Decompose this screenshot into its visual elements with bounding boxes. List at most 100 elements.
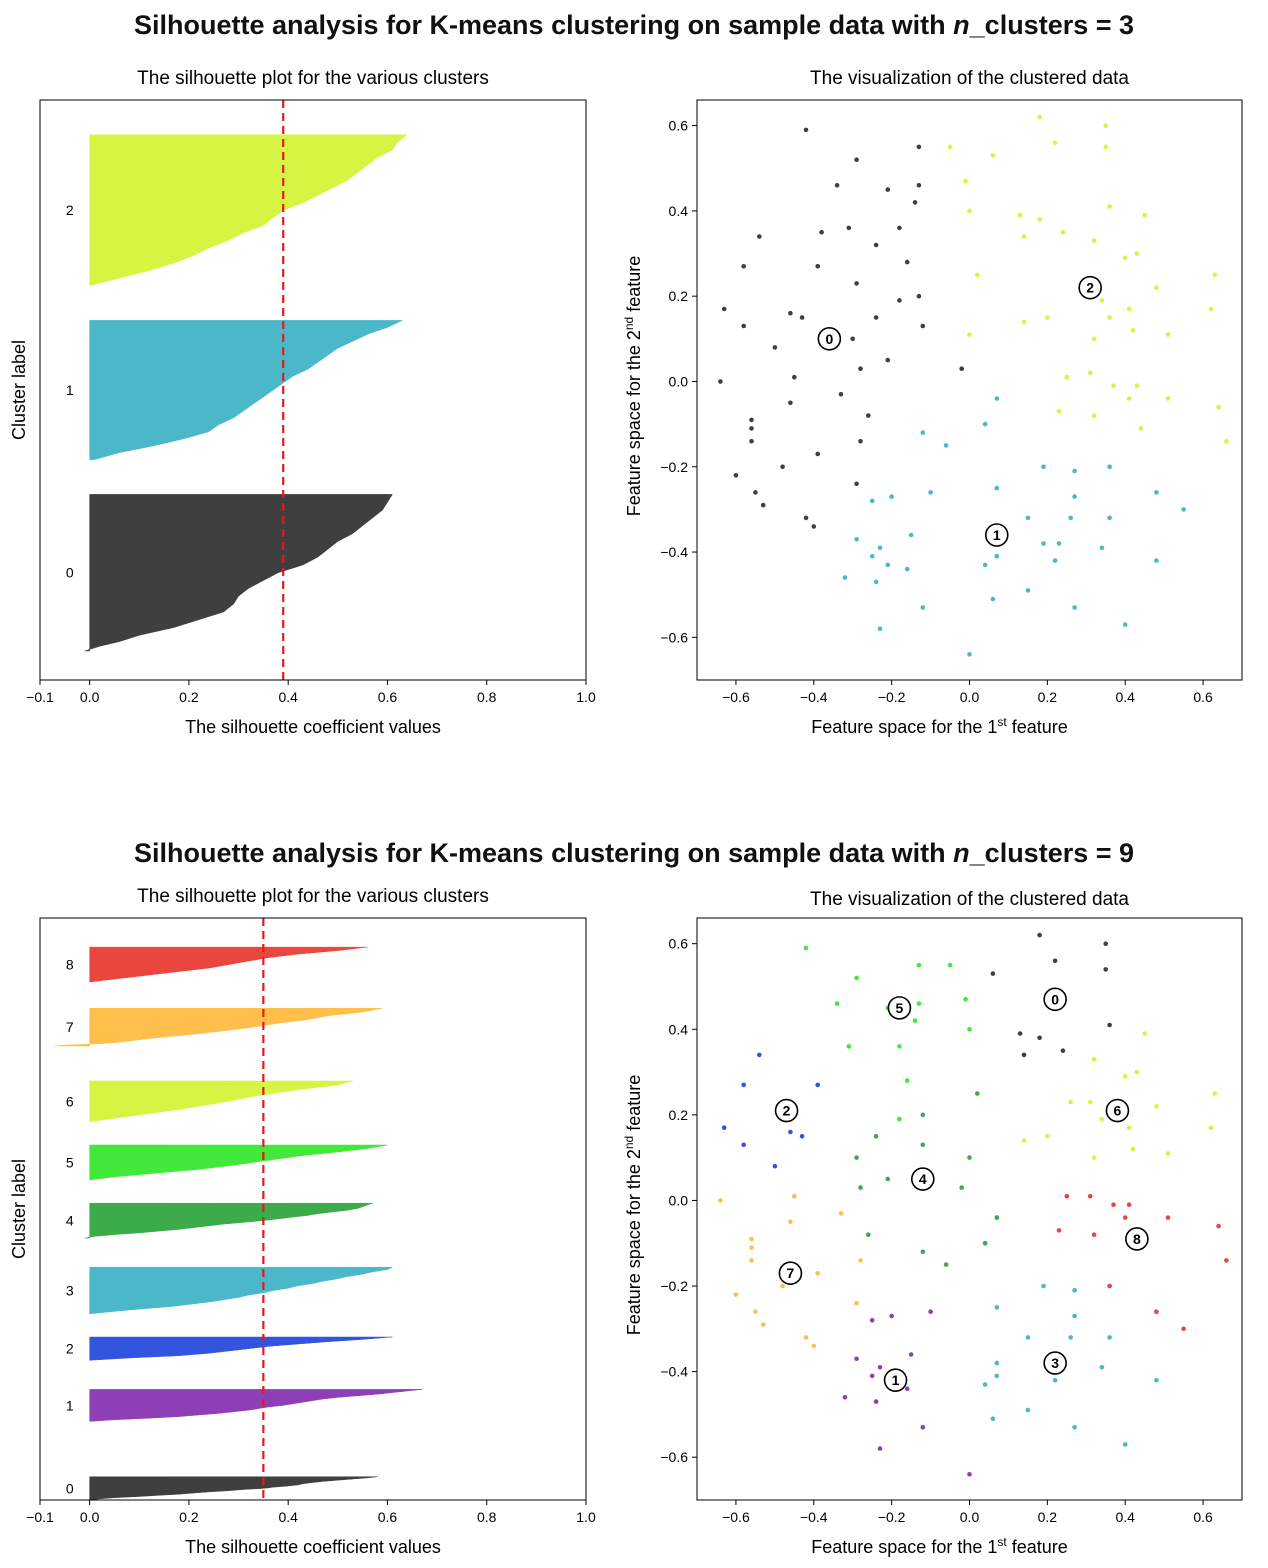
data-point-cluster-5	[967, 1027, 972, 1032]
data-point-cluster-1	[889, 1313, 894, 1319]
x-tick-label: 0.6	[378, 689, 398, 705]
data-point-cluster-4	[866, 1232, 871, 1237]
data-point-cluster-8	[1165, 1215, 1171, 1220]
figure-title-top: Silhouette analysis for K-means clusteri…	[0, 10, 1268, 41]
data-point-cluster-1	[877, 1365, 883, 1370]
data-point-cluster-6	[1142, 1031, 1147, 1036]
data-point-cluster-0	[1107, 1022, 1112, 1028]
data-point-cluster-1	[1099, 545, 1105, 551]
x-tick-label: −0.4	[800, 689, 828, 705]
data-point-cluster-0	[760, 502, 766, 508]
data-point-cluster-8	[1091, 1232, 1097, 1237]
data-point-cluster-1	[1052, 558, 1058, 563]
x-axis-label-tail: feature	[1007, 1537, 1068, 1557]
x-tick-label: −0.1	[26, 689, 54, 705]
data-point-cluster-5	[916, 962, 922, 968]
data-point-cluster-0	[897, 225, 902, 231]
cluster-center-marker	[887, 996, 912, 1020]
data-point-cluster-6	[1045, 1134, 1050, 1139]
data-point-cluster-0	[1052, 958, 1058, 964]
data-point-cluster-0	[733, 473, 739, 478]
data-point-cluster-2	[772, 1163, 778, 1169]
data-point-cluster-2	[967, 208, 972, 214]
data-point-cluster-1	[1025, 588, 1031, 593]
data-point-cluster-8	[1111, 1202, 1116, 1207]
y-axis-label-superscript: nd	[622, 1136, 636, 1149]
data-point-cluster-2	[1208, 306, 1214, 312]
data-point-cluster-3	[1072, 1313, 1077, 1319]
data-point-cluster-2	[1165, 332, 1171, 337]
data-point-cluster-0	[897, 298, 902, 303]
cluster-center-label: 3	[1051, 1355, 1059, 1371]
data-point-cluster-8	[1087, 1193, 1093, 1199]
y-axis-label: Cluster label	[9, 340, 29, 440]
data-point-cluster-3	[1052, 1377, 1058, 1383]
data-point-cluster-3	[1025, 1335, 1031, 1340]
data-point-cluster-1	[842, 1395, 848, 1400]
data-point-cluster-0	[803, 127, 809, 133]
data-point-cluster-1	[1025, 515, 1031, 521]
silhouette-fill-cluster-5	[89, 1144, 388, 1181]
cluster-label: 6	[66, 1093, 74, 1109]
x-tick-label: 1.0	[576, 689, 596, 705]
data-point-cluster-2	[1142, 212, 1147, 218]
data-point-cluster-0	[749, 417, 754, 423]
figure-title-prefix: Silhouette analysis for K-means clusteri…	[133, 838, 954, 868]
data-point-cluster-1	[1181, 507, 1186, 512]
data-point-cluster-5	[834, 1001, 840, 1006]
x-axis-label: Feature space for the 1st feature	[811, 715, 1068, 737]
data-point-cluster-4	[858, 1185, 863, 1190]
data-point-cluster-7	[718, 1198, 723, 1203]
plot-frame	[696, 99, 1243, 681]
x-tick-label: 0.2	[1038, 689, 1058, 705]
data-point-cluster-0	[885, 187, 891, 192]
cluster-label: 7	[66, 1019, 74, 1035]
data-point-cluster-3	[1099, 1365, 1105, 1370]
data-point-cluster-0	[749, 426, 754, 431]
data-point-cluster-7	[838, 1211, 844, 1216]
data-point-cluster-2	[1045, 315, 1050, 320]
figure-title-prefix: Silhouette analysis for K-means clusteri…	[133, 10, 954, 40]
data-point-cluster-5	[947, 962, 953, 968]
data-point-cluster-0	[799, 315, 805, 320]
data-point-cluster-0	[788, 310, 793, 316]
data-point-cluster-0	[780, 464, 785, 470]
data-point-cluster-3	[990, 1416, 996, 1421]
data-point-cluster-0	[854, 481, 859, 487]
x-tick-label: −0.1	[26, 1509, 54, 1525]
data-point-cluster-1	[869, 554, 875, 559]
data-point-cluster-4	[975, 1091, 980, 1096]
figure-title-suffix: _clusters = 9	[969, 838, 1135, 868]
cluster-label: 2	[66, 1341, 74, 1357]
data-point-cluster-2	[1130, 328, 1136, 333]
data-point-cluster-5	[897, 1044, 902, 1049]
cluster-label: 4	[66, 1213, 74, 1229]
data-point-cluster-2	[1107, 315, 1112, 320]
data-point-cluster-5	[916, 1001, 922, 1006]
x-tick-label: 0.0	[960, 1509, 980, 1525]
data-point-cluster-0	[1037, 1035, 1042, 1041]
data-point-cluster-2	[1134, 251, 1140, 256]
x-tick-label: 0.4	[1115, 1509, 1135, 1525]
data-point-cluster-0	[741, 264, 746, 269]
data-point-cluster-2	[1212, 272, 1218, 278]
data-point-cluster-0	[792, 374, 797, 380]
data-point-cluster-1	[920, 605, 926, 610]
data-point-cluster-1	[869, 1373, 875, 1379]
data-point-cluster-0	[873, 242, 879, 248]
data-point-cluster-1	[854, 1356, 859, 1362]
x-tick-label: 0.0	[80, 1509, 100, 1525]
data-point-cluster-2	[1021, 319, 1027, 325]
data-point-cluster-2	[721, 1125, 727, 1130]
data-point-cluster-3	[1072, 1425, 1077, 1430]
plot-title: The visualization of the clustered data	[810, 68, 1129, 89]
data-point-cluster-6	[1021, 1138, 1027, 1143]
cluster-center-label: 5	[896, 1000, 904, 1016]
x-tick-label: −0.6	[722, 689, 750, 705]
data-point-cluster-5	[912, 1018, 918, 1023]
plot-title: The silhouette plot for the various clus…	[137, 886, 489, 907]
data-point-cluster-1	[1056, 541, 1062, 546]
data-point-cluster-8	[1224, 1258, 1229, 1263]
data-point-cluster-8	[1216, 1223, 1221, 1229]
data-point-cluster-8	[1107, 1283, 1112, 1289]
